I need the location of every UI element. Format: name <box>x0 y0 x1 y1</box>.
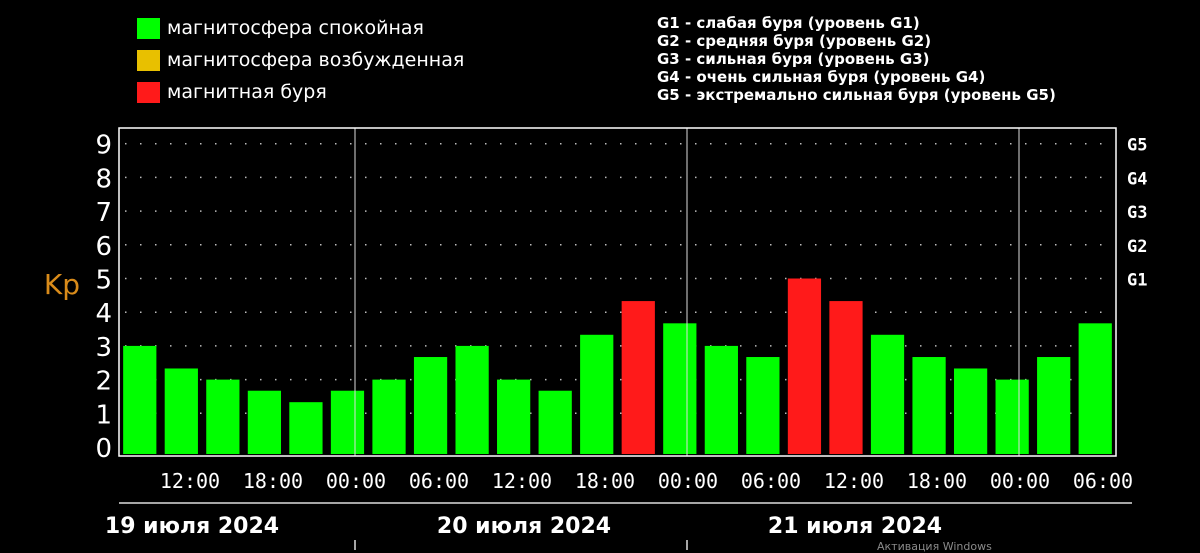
y-tick-label: 1 <box>95 400 112 430</box>
y-tick-label: 5 <box>95 266 112 296</box>
legend-item-storm: магнитная буря <box>137 76 464 108</box>
x-tick-label: 12:00 <box>492 469 552 493</box>
legend-swatch-storm <box>137 81 160 103</box>
kp-bar <box>953 368 988 454</box>
right-level-label: G5 <box>1127 136 1147 156</box>
kp-bar <box>912 357 946 454</box>
day-label: 20 июля 2024 <box>437 514 611 539</box>
x-tick-label: 00:00 <box>990 469 1050 493</box>
legend-swatch-excited <box>137 49 160 71</box>
kp-bar <box>289 402 323 454</box>
x-tick-label: 18:00 <box>575 469 635 493</box>
x-tick-label: 12:00 <box>160 469 220 493</box>
y-tick-label: 8 <box>95 164 112 194</box>
day-label: 21 июля 2024 <box>768 514 942 539</box>
x-tick-label: 06:00 <box>741 469 801 493</box>
legend-label-storm: магнитная буря <box>167 81 327 103</box>
kp-bar <box>746 357 780 454</box>
y-tick-label: 2 <box>95 367 112 397</box>
kp-bar <box>621 301 655 454</box>
kp-bar <box>123 345 157 454</box>
storm-level-g5: G5 - экстремально сильная буря (уровень … <box>657 86 1056 104</box>
kp-bar <box>870 334 905 454</box>
x-tick-label: 12:00 <box>824 469 884 493</box>
y-axis-label: Kp <box>44 268 80 301</box>
kp-bar <box>206 379 240 454</box>
kp-bar <box>787 278 822 454</box>
kp-bar <box>1078 323 1112 454</box>
kp-bar <box>497 379 531 454</box>
y-tick-label: 7 <box>95 198 112 228</box>
kp-bar <box>580 334 614 454</box>
y-tick-label: 4 <box>95 299 112 329</box>
legend-item-quiet: магнитосфера спокойная <box>137 12 464 44</box>
storm-level-g4: G4 - очень сильная буря (уровень G4) <box>657 68 986 86</box>
x-tick-label: 06:00 <box>1073 469 1133 493</box>
legend-label-excited: магнитосфера возбужденная <box>167 49 465 71</box>
legend-label-quiet: магнитосфера спокойная <box>167 17 424 39</box>
kp-bar <box>164 368 198 454</box>
kp-bar <box>538 390 572 454</box>
kp-bar <box>995 379 1029 454</box>
windows-activation-watermark: Активация Windows <box>877 540 992 553</box>
x-tick-label: 18:00 <box>907 469 967 493</box>
kp-bar <box>1037 357 1071 454</box>
legend: магнитосфера спокойная магнитосфера возб… <box>137 12 464 108</box>
kp-bar <box>247 390 282 454</box>
kp-bar <box>704 345 738 454</box>
y-tick-label: 6 <box>95 232 112 262</box>
storm-level-g3: G3 - сильная буря (уровень G3) <box>657 50 930 68</box>
right-level-label: G3 <box>1127 203 1147 223</box>
legend-item-excited: магнитосфера возбужденная <box>137 44 464 76</box>
storm-level-g2: G2 - средняя буря (уровень G2) <box>657 32 932 50</box>
right-level-label: G4 <box>1127 169 1147 189</box>
kp-bar <box>330 390 365 454</box>
kp-bar <box>455 345 489 454</box>
storm-level-legend: G1 - слабая буря (уровень G1) G2 - средн… <box>657 14 1056 104</box>
right-level-label: G1 <box>1127 271 1147 291</box>
storm-level-g1: G1 - слабая буря (уровень G1) <box>657 14 920 32</box>
y-tick-label: 0 <box>95 434 112 464</box>
legend-swatch-quiet <box>137 17 160 39</box>
y-tick-label: 9 <box>95 131 112 161</box>
x-tick-label: 00:00 <box>326 469 386 493</box>
x-tick-label: 06:00 <box>409 469 469 493</box>
kp-bar <box>372 379 406 454</box>
y-tick-label: 3 <box>95 333 112 363</box>
day-label: 19 июля 2024 <box>105 514 279 539</box>
kp-bar <box>663 323 697 454</box>
x-tick-label: 00:00 <box>658 469 718 493</box>
x-tick-label: 18:00 <box>243 469 303 493</box>
kp-bar <box>413 357 448 454</box>
kp-bar <box>829 301 863 454</box>
plot-frame <box>118 127 1117 457</box>
right-level-label: G2 <box>1127 237 1147 257</box>
